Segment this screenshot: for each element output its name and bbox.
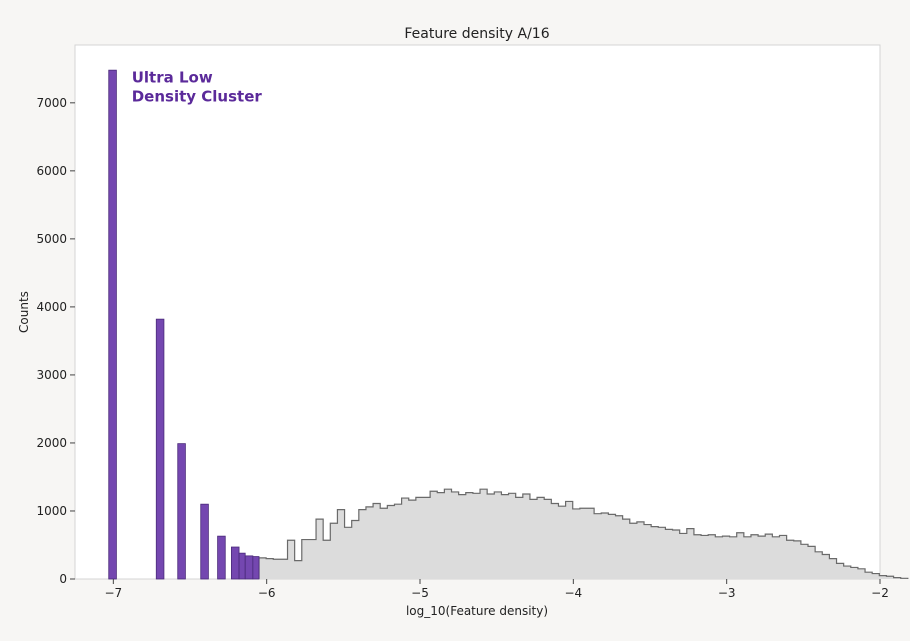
histogram-area [259, 489, 908, 579]
x-axis-label: log_10(Feature density) [406, 604, 548, 618]
cluster-bar-3 [177, 443, 186, 580]
x-tick-label: −2 [871, 586, 889, 600]
cluster-bar-5 [217, 535, 226, 580]
cluster-bar-7 [238, 552, 246, 580]
y-tick-label: 3000 [36, 368, 67, 382]
cluster-bar-6 [230, 546, 240, 580]
x-tick-label: −6 [258, 586, 276, 600]
y-axis: 0 1000 2000 3000 4000 5000 6000 7000 [36, 96, 75, 586]
annotation-line-2: Density Cluster [132, 87, 263, 105]
x-axis: −7 −6 −5 −4 −3 −2 [104, 579, 889, 600]
y-tick-label: 6000 [36, 164, 67, 178]
chart-title: Feature density A/16 [404, 26, 549, 42]
histogram-outline [258, 488, 909, 579]
cluster-bar-9 [252, 556, 260, 580]
y-tick-label: 4000 [36, 300, 67, 314]
cluster-bar-4 [200, 503, 209, 580]
y-tick-label: 0 [59, 572, 67, 586]
y-tick-label: 5000 [36, 232, 67, 246]
x-tick-label: −7 [104, 586, 122, 600]
y-tick-label: 1000 [36, 504, 67, 518]
x-tick-label: −5 [411, 586, 429, 600]
annotation-line-1: Ultra Low [132, 68, 213, 86]
cluster-bar-2 [155, 318, 165, 580]
x-tick-label: −4 [564, 586, 582, 600]
cluster-bar-8 [244, 555, 254, 580]
x-tick-label: −3 [718, 586, 736, 600]
cluster-bars-layer [108, 69, 260, 580]
y-axis-label: Counts [17, 291, 31, 333]
cluster-annotation: Ultra Low Density Cluster [132, 68, 263, 105]
plot-area [74, 44, 881, 580]
histogram-step-layer [258, 488, 909, 579]
cluster-bar-1 [108, 69, 117, 580]
y-tick-label: 2000 [36, 436, 67, 450]
y-tick-label: 7000 [36, 96, 67, 110]
